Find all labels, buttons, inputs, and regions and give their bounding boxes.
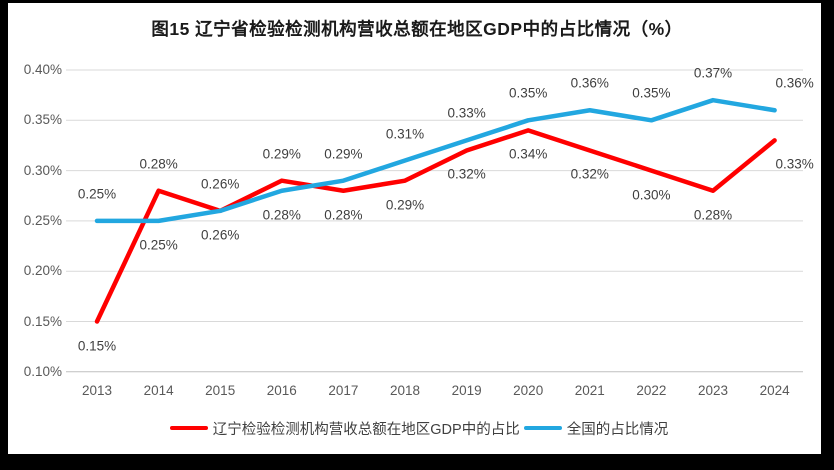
data-label: 0.33% xyxy=(775,156,814,172)
data-label: 0.26% xyxy=(201,227,240,243)
y-tick-label: 0.30% xyxy=(23,162,62,178)
y-tick-label: 0.20% xyxy=(23,263,62,279)
legend: 辽宁检验检测机构营收总额在地区GDP中的占比 全国的占比情况 xyxy=(0,416,834,440)
data-label: 0.36% xyxy=(775,75,814,91)
data-label: 0.29% xyxy=(385,197,425,213)
data-label: 0.15% xyxy=(77,338,117,353)
x-tick-label: 2015 xyxy=(205,383,236,398)
legend-line-swatch-national xyxy=(523,425,562,431)
data-label: 0.28% xyxy=(139,156,178,172)
data-label: 0.29% xyxy=(262,146,301,162)
x-tick-label: 2021 xyxy=(574,383,605,398)
data-label: 0.30% xyxy=(632,187,671,203)
data-label: 0.26% xyxy=(201,176,240,192)
data-label: 0.25% xyxy=(77,186,117,202)
legend-item-liaoning: 辽宁检验检测机构营收总额在地区GDP中的占比 xyxy=(166,418,520,439)
x-tick-label: 2016 xyxy=(266,383,297,398)
legend-label-liaoning: 辽宁检验检测机构营收总额在地区GDP中的占比 xyxy=(212,421,520,438)
x-tick-label: 2024 xyxy=(759,383,790,398)
data-label: 0.36% xyxy=(570,75,609,91)
data-label: 0.32% xyxy=(447,166,486,182)
y-tick-label: 0.40% xyxy=(23,62,62,77)
series-line-national xyxy=(94,97,777,224)
legend-line-swatch-liaoning xyxy=(169,425,208,431)
x-tick-label: 2020 xyxy=(513,383,544,398)
data-label: 0.35% xyxy=(632,85,671,101)
chart-title: 图15 辽宁省检验检测机构营收总额在地区GDP中的占比情况（%） xyxy=(151,19,683,39)
y-tick-label: 0.15% xyxy=(23,313,62,329)
data-label: 0.37% xyxy=(693,65,733,81)
series-line-liaoning xyxy=(94,128,777,324)
legend-item-national: 全国的占比情况 xyxy=(520,418,669,439)
chart-panel xyxy=(8,3,821,454)
data-label: 0.29% xyxy=(324,146,363,162)
y-tick-label: 0.10% xyxy=(23,363,62,379)
y-tick-label: 0.35% xyxy=(23,112,62,128)
x-tick-label: 2023 xyxy=(697,383,729,398)
legend-label-national: 全国的占比情况 xyxy=(566,421,669,438)
x-tick-label: 2017 xyxy=(328,383,359,398)
data-label: 0.32% xyxy=(570,166,609,182)
x-tick-label: 2013 xyxy=(81,383,113,398)
data-label: 0.28% xyxy=(324,207,363,223)
y-tick-label: 0.25% xyxy=(23,212,62,228)
data-label: 0.28% xyxy=(262,207,301,223)
data-label: 0.28% xyxy=(693,207,733,223)
data-label: 0.25% xyxy=(139,237,178,253)
data-label: 0.34% xyxy=(509,146,548,162)
data-label: 0.35% xyxy=(509,85,548,101)
x-tick-label: 2019 xyxy=(451,383,482,398)
data-label: 0.31% xyxy=(385,126,425,142)
x-tick-label: 2014 xyxy=(143,383,174,398)
x-tick-label: 2018 xyxy=(389,383,421,398)
data-label: 0.33% xyxy=(447,105,486,121)
x-tick-label: 2022 xyxy=(636,383,667,398)
